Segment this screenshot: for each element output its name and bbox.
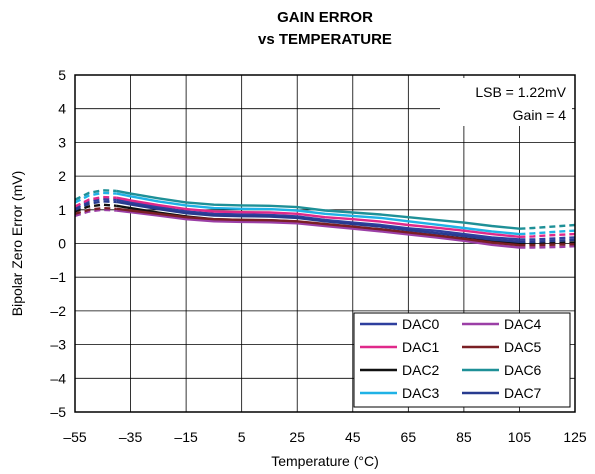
y-tick-label: –3: [50, 337, 66, 353]
series-dac5-dashed-right: [519, 243, 576, 247]
y-tick-label: –1: [50, 269, 66, 285]
x-tick-label: 105: [508, 429, 532, 445]
x-tick-label: –15: [174, 429, 198, 445]
y-axis-label: Bipolar Zero Error (mV): [9, 171, 25, 316]
legend: DAC0 DAC1 DAC2 DAC3 DAC4 DAC5 DAC6 DAC7: [353, 312, 571, 408]
legend-box: [353, 312, 571, 408]
series-dac6-line: [116, 189, 520, 230]
series-dac2-dashed-left: [74, 203, 117, 213]
x-tick-labels: –55 –35 –15 5 25 45 65 85 105 125: [63, 429, 587, 445]
x-tick-label: 45: [345, 429, 361, 445]
legend-dac6-label: DAC6: [504, 362, 542, 378]
series-dac1-dashed-left: [74, 195, 117, 208]
x-axis-label: Temperature (°C): [271, 453, 379, 469]
series-dac7-line: [116, 200, 520, 243]
y-tick-label: –5: [50, 404, 66, 420]
x-tick-label: 5: [238, 429, 246, 445]
y-tick-label: 5: [58, 67, 66, 83]
chart-title-line2: vs TEMPERATURE: [258, 31, 392, 48]
series-dac4-dashed-right: [519, 245, 576, 249]
y-tick-label: –2: [50, 303, 66, 319]
y-tick-label: –4: [50, 370, 66, 386]
legend-dac4-label: DAC4: [504, 316, 542, 332]
x-tick-label: 65: [401, 429, 417, 445]
y-tick-label: 1: [58, 202, 66, 218]
y-tick-labels: –5 –4 –3 –2 –1 0 1 2 3 4 5: [50, 67, 66, 420]
series-dac0-dashed-left: [74, 197, 117, 210]
legend-dac5-label: DAC5: [504, 339, 542, 355]
series-dac3-line: [116, 192, 520, 236]
chart-title-line1: GAIN ERROR: [277, 9, 373, 26]
x-tick-label: –55: [63, 429, 87, 445]
series-dac5-dashed-left: [74, 206, 117, 215]
annotation-box: [440, 78, 572, 126]
legend-dac0-label: DAC0: [402, 316, 440, 332]
series-dac4-line: [116, 209, 520, 249]
y-tick-label: 0: [58, 236, 66, 252]
x-tick-label: 85: [456, 429, 472, 445]
legend-dac3-label: DAC3: [402, 385, 440, 401]
series-dac6-dashed-left: [74, 189, 117, 201]
annotation-lsb: LSB = 1.22mV: [475, 84, 566, 100]
series-dac4-dashed-left: [74, 208, 117, 218]
legend-dac7-label: DAC7: [504, 385, 542, 401]
series-dac1-line: [116, 196, 520, 238]
series-dac6-dashed-right: [519, 223, 576, 230]
x-tick-label: –35: [119, 429, 143, 445]
y-tick-label: 4: [58, 101, 66, 117]
series-dac0-line: [116, 198, 520, 241]
series-layer: [74, 189, 576, 249]
x-tick-label: 125: [563, 429, 587, 445]
legend-dac1-label: DAC1: [402, 339, 440, 355]
series-dac7-dashed-left: [74, 200, 117, 211]
series-dac5-line: [116, 207, 520, 247]
series-dac3-dashed-left: [74, 191, 117, 204]
y-tick-label: 2: [58, 168, 66, 184]
y-tick-label: 3: [58, 134, 66, 150]
annotation-gain: Gain = 4: [513, 107, 567, 123]
x-tick-label: 25: [289, 429, 305, 445]
legend-dac2-label: DAC2: [402, 362, 440, 378]
series-dac7-dashed-right: [519, 238, 576, 243]
series-dac0-dashed-right: [519, 236, 576, 241]
series-dac1-dashed-right: [519, 232, 576, 238]
series-dac3-dashed-right: [519, 229, 576, 236]
plot-frame: [74, 74, 576, 413]
